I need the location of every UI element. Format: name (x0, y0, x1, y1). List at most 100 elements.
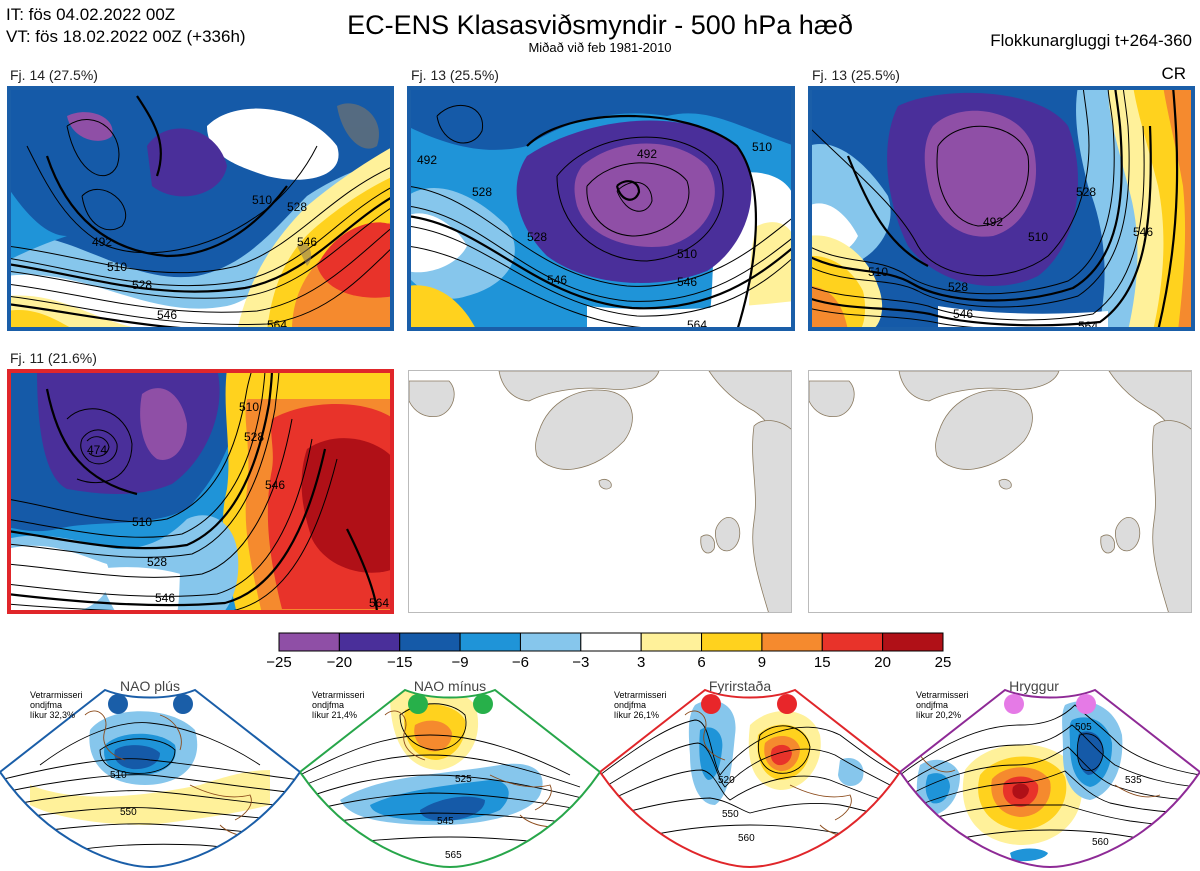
regime-dot (701, 694, 721, 714)
regime-contour-label: 565 (445, 850, 462, 861)
colorbar-segment (882, 632, 944, 652)
contour-label: 492 (983, 215, 1003, 229)
regime-caption: ondjfma (30, 700, 62, 710)
contour-label: 510 (1028, 230, 1048, 244)
page-subtitle: Miðað við feb 1981-2010 (528, 40, 672, 55)
regime-caption: Vetrarmisseri (614, 690, 667, 700)
init-time: IT: fös 04.02.2022 00Z (6, 5, 176, 24)
contour-label: 528 (527, 230, 547, 244)
regime-contour-label: 535 (1125, 775, 1142, 786)
cluster-map-3[interactable]: 492 510 510 528 528 546 546 564 (808, 86, 1195, 331)
colorbar-segment (761, 632, 823, 652)
contour-label: 510 (239, 400, 259, 414)
contour-label: 546 (297, 235, 317, 249)
contour-label: 528 (472, 185, 492, 199)
colorbar-segment (821, 632, 884, 652)
regime-map-nao-minus[interactable]: 525 545 565 NAO mínus Vetrarmisseri ondj… (300, 675, 600, 871)
colorbar-tick-label: −3 (572, 654, 590, 671)
cluster-map-4[interactable]: 474 510 510 528 528 546 546 564 (7, 369, 394, 614)
contour-label: 528 (1076, 185, 1096, 199)
colorbar-tick-label: −15 (386, 654, 413, 671)
cr-label: CR (1161, 64, 1186, 83)
regime-caption: líkur 21,4% (312, 710, 357, 720)
colorbar-tick-label: −6 (511, 654, 530, 671)
contour-label: 546 (547, 273, 567, 287)
frame (7, 86, 394, 331)
valid-time: VT: fös 18.02.2022 00Z (+336h) (6, 27, 246, 46)
contour-label: 510 (868, 265, 888, 279)
panel-3-label: Fj. 13 (25.5%) (812, 67, 900, 83)
colorbar-tick-label: 15 (813, 654, 831, 671)
contour-label: 546 (953, 307, 973, 321)
regime-contour-label: 505 (1075, 722, 1092, 733)
colorbar-segment (519, 632, 582, 652)
regime-dot (1004, 694, 1024, 714)
contour-label: 510 (107, 260, 127, 274)
regime-title: Fyrirstaða (709, 678, 771, 694)
regime-title: Hryggur (1009, 678, 1059, 694)
contour-label: 510 (752, 140, 772, 154)
regime-title: NAO plús (120, 678, 180, 694)
contour-label: 546 (155, 591, 175, 605)
regime-map-hryggur[interactable]: 505 535 560 Hryggur Vetrarmisseri ondjfm… (900, 675, 1200, 871)
contour-label: 528 (948, 280, 968, 294)
empty-map-6 (808, 370, 1192, 613)
regime-dot (173, 694, 193, 714)
regime-caption: Vetrarmisseri (916, 690, 969, 700)
regime-caption: ondjfma (916, 700, 948, 710)
regime-contour-label: 545 (437, 816, 454, 827)
panel-2-label: Fj. 13 (25.5%) (411, 67, 499, 83)
contour-label: 510 (132, 515, 152, 529)
regime-dot (1076, 694, 1096, 714)
cluster-map-2[interactable]: 492 492 510 510 528 528 546 546 564 (407, 86, 795, 331)
panel-4-label: Fj. 11 (21.6%) (10, 350, 97, 366)
colorbar-tick-label: 25 (934, 654, 952, 671)
regime-contour-label: 560 (1092, 837, 1109, 848)
regime-caption: ondjfma (312, 700, 344, 710)
empty-map-5 (408, 370, 792, 613)
regime-dot (777, 694, 797, 714)
page-title: EC-ENS Klasasviðsmyndir - 500 hPa hæð (347, 10, 853, 40)
frame (7, 369, 394, 614)
contour-label: 528 (287, 200, 307, 214)
regime-caption: líkur 20,2% (916, 710, 961, 720)
regime-contour-label: 560 (738, 833, 755, 844)
colorbar-segment (580, 632, 642, 652)
cluster-map-1[interactable]: 492 510 510 528 528 546 546 564 (7, 86, 394, 331)
colorbar-tick-label: 3 (637, 654, 646, 671)
contour-label: 510 (677, 247, 697, 261)
regime-dot (108, 694, 128, 714)
colorbar-tick-label: −25 (266, 654, 292, 671)
colorbar-tick-label: −9 (451, 654, 469, 671)
colorbar-tick-label: 9 (757, 654, 767, 671)
regime-caption: Vetrarmisseri (312, 690, 365, 700)
regime-caption: Vetrarmisseri (30, 690, 83, 700)
colorbar-tick-label: 6 (697, 654, 706, 671)
regime-title: NAO mínus (414, 678, 486, 694)
regime-contour-label: 550 (722, 809, 739, 820)
regime-contour-label: 520 (718, 775, 735, 786)
frame (407, 86, 795, 331)
contour-label: 546 (157, 308, 177, 322)
frame (808, 86, 1195, 331)
colorbar-segment (459, 632, 521, 652)
colorbar-segment (701, 632, 763, 652)
colorbar-segment (399, 632, 461, 652)
contour-label: 528 (147, 555, 167, 569)
colorbar-segment (640, 632, 703, 652)
contour-label: 546 (677, 275, 697, 289)
regime-contour-label: 550 (120, 807, 137, 818)
contour-label: 528 (244, 430, 264, 444)
regime-contour-label: 510 (110, 770, 127, 781)
contour-label: 492 (637, 147, 657, 161)
colorbar-segment (338, 632, 401, 652)
regime-dot (473, 694, 493, 714)
regime-caption: líkur 32,3% (30, 710, 75, 720)
contour-label: 528 (132, 278, 152, 292)
regime-map-fyrirstada[interactable]: 520 550 560 Fyrirstaða Vetrarmisseri ond… (600, 675, 900, 871)
contour-label: 546 (265, 478, 285, 492)
contour-label: 474 (87, 443, 107, 457)
contour-label: 546 (1133, 225, 1153, 239)
regime-map-nao-plus[interactable]: 510 550 NAO plús Vetrarmisseri ondjfma l… (0, 675, 300, 871)
regime-caption: líkur 26,1% (614, 710, 659, 720)
